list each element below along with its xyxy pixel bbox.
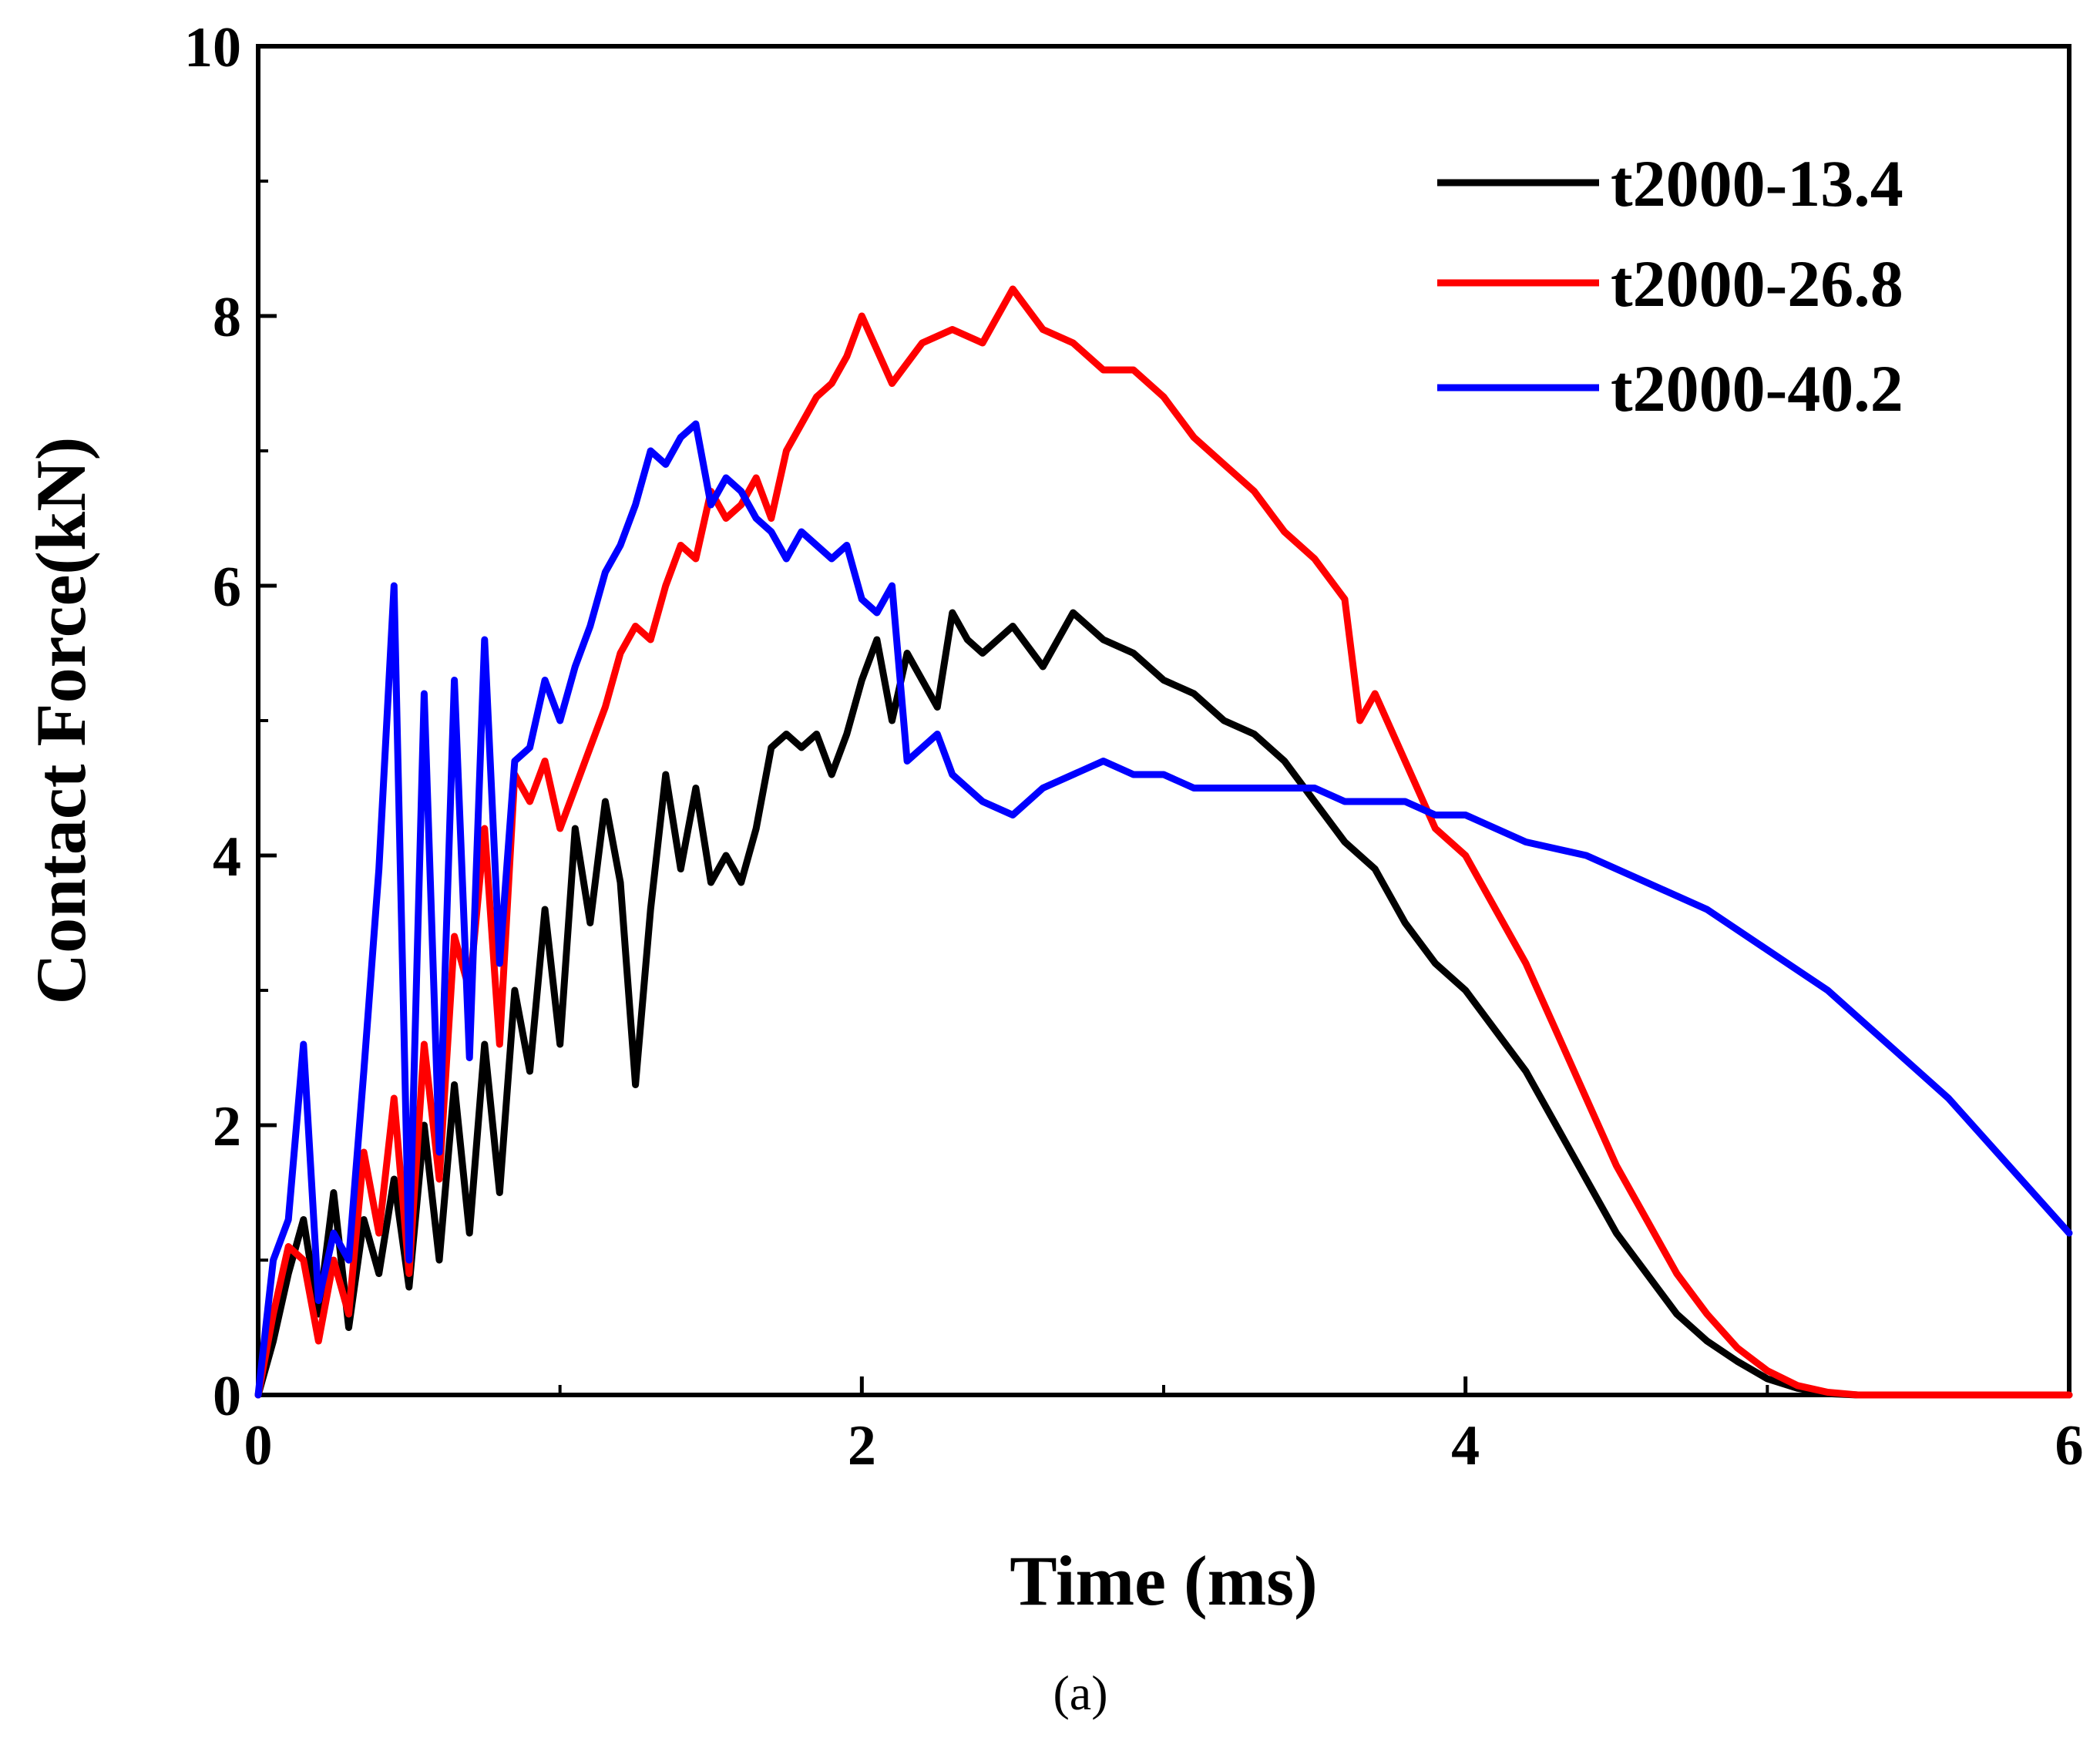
legend-label-t2000-26.8: t2000-26.8: [1611, 247, 1903, 321]
legend-label-t2000-40.2: t2000-40.2: [1611, 351, 1903, 425]
legend: t2000-13.4 t2000-26.8 t2000-40.2: [1437, 146, 1903, 425]
series-line-t2000-40.2: [254, 420, 2073, 1399]
x-axis-title: Time (ms): [1010, 1541, 1317, 1620]
axis-ticks: 0 2 4 6 0 2 4 6 8 10: [184, 16, 2084, 1477]
legend-label-t2000-13.4: t2000-13.4: [1611, 146, 1903, 220]
series-line-t2000-13.4: [254, 609, 2073, 1399]
x-tick-label: 4: [1451, 1414, 1480, 1477]
y-axis-title: Contact Force(kN): [22, 437, 100, 1005]
y-tick-label: 2: [213, 1095, 241, 1158]
y-tick-label: 6: [213, 556, 241, 619]
series-lines: [254, 285, 2073, 1399]
x-tick-label: 0: [244, 1414, 273, 1477]
y-tick-label: 4: [213, 825, 241, 889]
series-line-t2000-26.8: [254, 285, 2073, 1399]
y-tick-label: 8: [213, 286, 241, 349]
x-tick-label: 6: [2055, 1414, 2084, 1477]
y-tick-label: 10: [184, 16, 241, 79]
figure-caption: (a): [1053, 1665, 1107, 1720]
x-tick-label: 2: [848, 1414, 876, 1477]
y-tick-label: 0: [213, 1365, 241, 1428]
